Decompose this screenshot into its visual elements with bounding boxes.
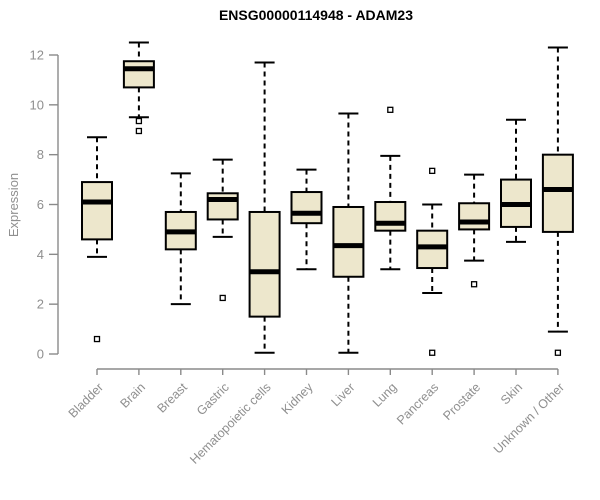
boxplot-lung bbox=[374, 106, 407, 271]
boxplot-unknown-other bbox=[541, 46, 574, 356]
iqr-box bbox=[290, 191, 323, 225]
boxplot-hematopoietic-cells bbox=[248, 61, 281, 354]
boxplot-gastric bbox=[206, 158, 239, 302]
iqr-box bbox=[541, 153, 574, 233]
x-axis-tick-label: Skin bbox=[498, 380, 525, 407]
outlier-point bbox=[429, 167, 436, 175]
iqr-box bbox=[332, 205, 365, 278]
boxplot-bladder bbox=[81, 136, 113, 343]
x-axis-tick-label: Liver bbox=[328, 380, 357, 409]
y-axis-tick-label: 12 bbox=[30, 48, 44, 63]
boxplot-pancreas bbox=[416, 167, 449, 356]
y-axis-tick-label: 2 bbox=[37, 297, 44, 312]
outlier-point bbox=[219, 294, 226, 302]
iqr-box bbox=[374, 201, 407, 232]
x-axis-tick-label: Breast bbox=[154, 380, 190, 416]
boxplot-breast bbox=[164, 172, 197, 306]
y-axis-title: Expression bbox=[6, 172, 21, 238]
y-axis-tick-label: 4 bbox=[37, 247, 44, 262]
iqr-box bbox=[122, 60, 155, 89]
boxplot-brain bbox=[122, 41, 155, 135]
x-axis-tick-label: Pancreas bbox=[394, 380, 441, 427]
outlier-point bbox=[387, 106, 394, 113]
y-axis-tick-label: 6 bbox=[37, 197, 44, 212]
y-axis-tick-label: 10 bbox=[30, 97, 44, 112]
iqr-box bbox=[248, 210, 281, 318]
outlier-point bbox=[429, 349, 436, 356]
x-axis-tick-label: Lung bbox=[370, 380, 400, 410]
boxplot-prostate bbox=[458, 173, 491, 288]
x-axis-tick-label: Gastric bbox=[194, 380, 232, 418]
boxplot-kidney bbox=[290, 168, 323, 271]
x-axis-tick-label: Bladder bbox=[66, 380, 106, 420]
iqr-box bbox=[81, 181, 113, 241]
iqr-box bbox=[458, 202, 491, 231]
boxplot-skin bbox=[500, 118, 532, 243]
chart-title: ENSG00000114948 - ADAM23 bbox=[218, 7, 414, 23]
boxplot-liver bbox=[332, 112, 365, 354]
outlier-point bbox=[135, 117, 143, 125]
x-axis-tick-label: Brain bbox=[117, 380, 148, 411]
x-axis-tick-label: Hematopoietic cells bbox=[187, 380, 274, 467]
outlier-point bbox=[470, 281, 478, 288]
outlier-point bbox=[554, 349, 562, 356]
x-axis-tick-label: Prostate bbox=[440, 380, 483, 423]
y-axis-tick-label: 0 bbox=[37, 347, 44, 362]
outlier-point bbox=[135, 127, 143, 135]
x-axis-tick-label: Unknown / Other bbox=[491, 380, 567, 456]
y-axis-tick-label: 8 bbox=[37, 147, 44, 162]
x-axis-tick-label: Kidney bbox=[279, 380, 316, 417]
outlier-point bbox=[93, 335, 101, 343]
